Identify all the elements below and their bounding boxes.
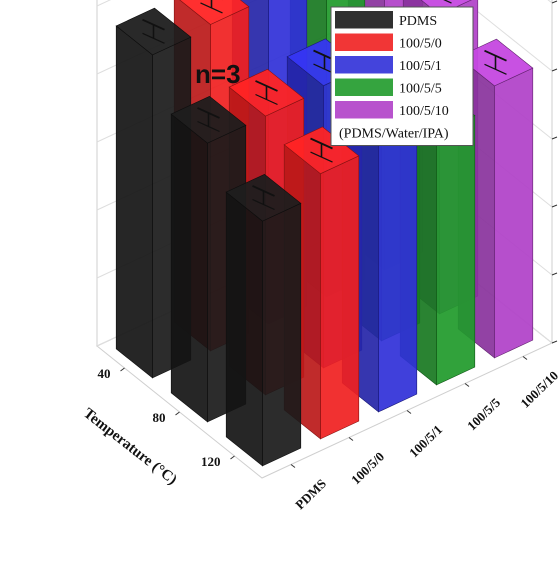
sample-count-annotation: n=3: [195, 59, 241, 89]
x-tick-label: 40: [98, 366, 111, 381]
x-tick-label: 80: [153, 410, 166, 425]
legend-label: 100/5/0: [399, 37, 442, 52]
legend-note: (PDMS/Water/IPA): [339, 127, 449, 142]
legend-swatch: [335, 11, 393, 29]
y-tick-label: 100/5/1: [406, 422, 445, 460]
legend-label: 100/5/10: [399, 104, 449, 119]
legend: PDMS 100/5/0 100/5/1 100/5/5 100/5/10 (PDMS/W…: [330, 6, 474, 146]
legend-swatch: [335, 78, 393, 96]
y-tick-label: 100/5/5: [464, 395, 503, 434]
y-tick-label: PDMS: [292, 476, 329, 512]
legend-box: [330, 6, 474, 146]
x-tick-label: 120: [201, 454, 221, 469]
y-tick-label: 100/5/0: [348, 449, 387, 487]
legend-swatch: [335, 101, 393, 119]
y-tick-label: 100/5/10: [517, 368, 560, 411]
legend-swatch: [335, 33, 393, 51]
legend-label: 100/5/5: [399, 82, 442, 97]
legend-label: PDMS: [399, 14, 437, 29]
legend-label: 100/5/1: [399, 59, 442, 74]
bar-PDMS-120: [225, 173, 302, 467]
legend-swatch: [335, 56, 393, 74]
